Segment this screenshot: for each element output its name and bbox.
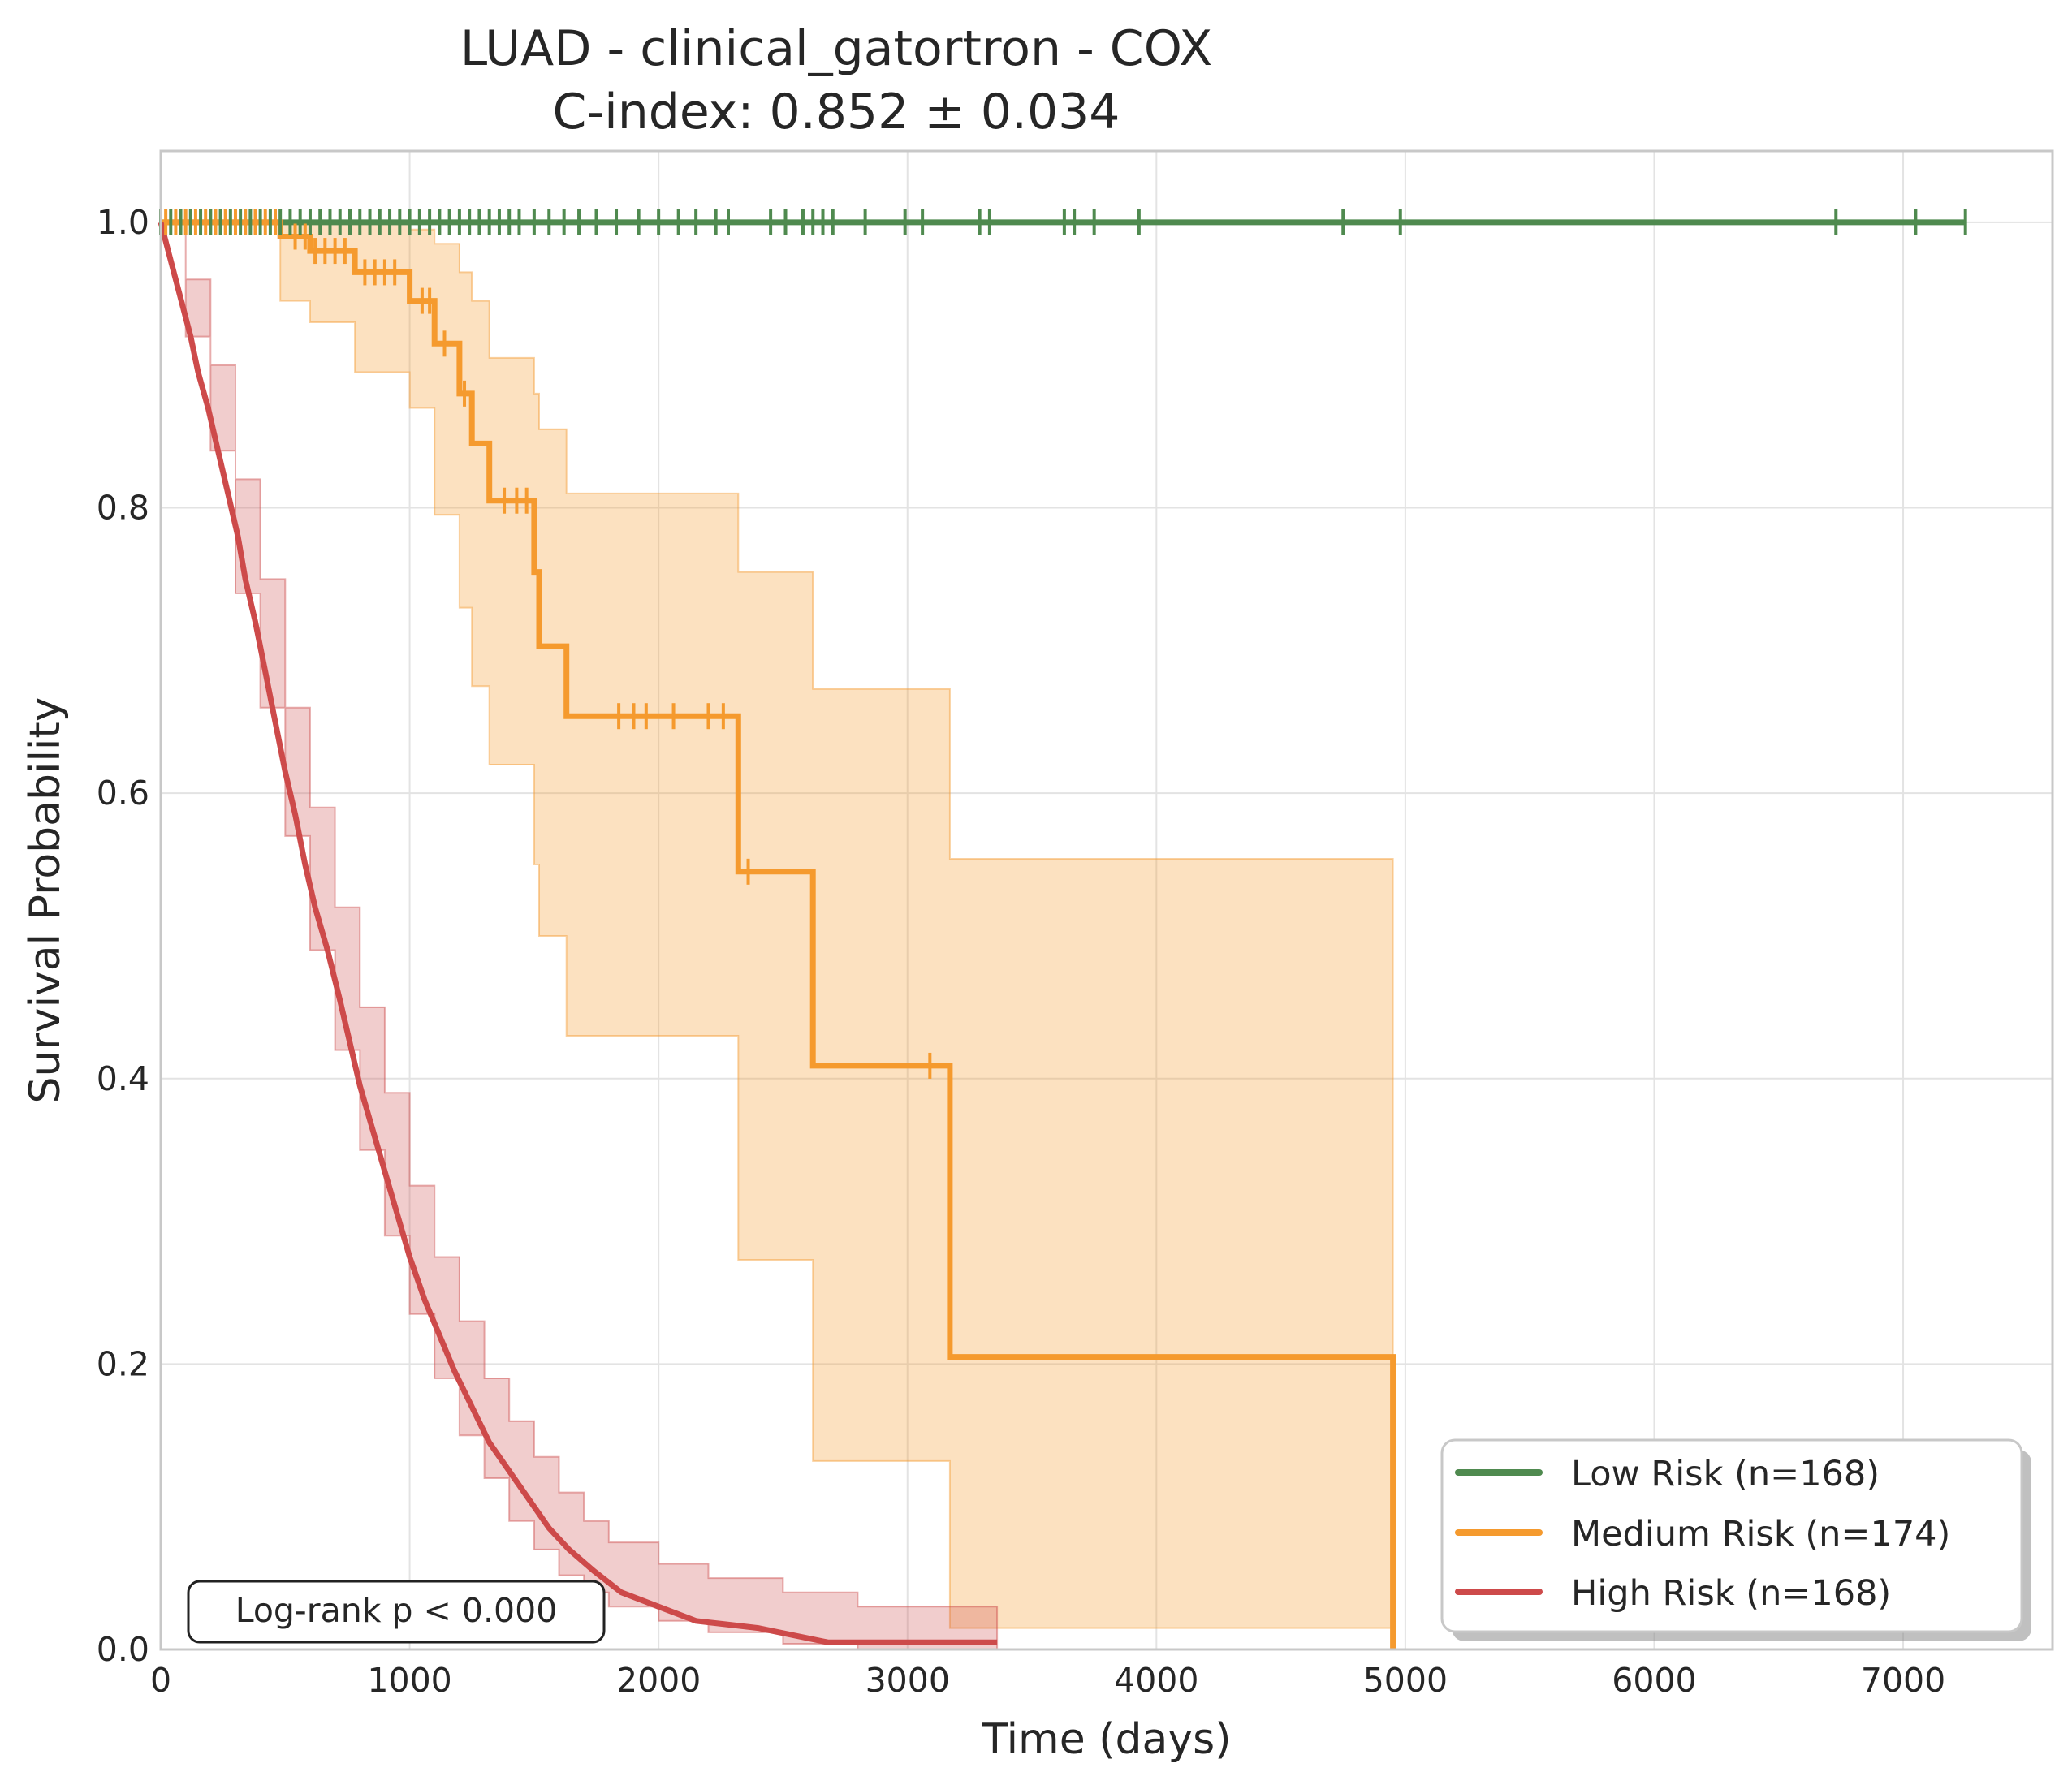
x-tick-label: 0 — [150, 1661, 171, 1700]
y-tick-label: 0.6 — [97, 774, 149, 813]
legend: Low Risk (n=168) Medium Risk (n=174) Hig… — [1440, 1438, 2031, 1641]
y-tick-label: 0.2 — [97, 1344, 149, 1383]
chart-title-line2: C-index: 0.852 ± 0.034 — [553, 84, 1120, 140]
grid-lines — [161, 151, 2053, 1649]
x-tick-label: 3000 — [865, 1661, 950, 1700]
annotation-text: Log-rank p < 0.000 — [235, 1591, 558, 1630]
y-axis-ticks: 0.0 0.2 0.4 0.6 0.8 1.0 — [97, 203, 149, 1669]
y-tick-label: 0.0 — [97, 1630, 149, 1669]
survival-curve-series-1 — [161, 219, 1396, 1649]
y-axis-label: Survival Probability — [21, 696, 70, 1103]
plot-frame — [159, 149, 2054, 1651]
x-tick-label: 7000 — [1861, 1661, 1945, 1700]
survival-curve-series-2 — [158, 222, 998, 1645]
censor-marks — [159, 209, 1967, 1079]
legend-label-low: Low Risk (n=168) — [1571, 1454, 1880, 1494]
x-tick-label: 2000 — [616, 1661, 701, 1700]
x-tick-label: 4000 — [1114, 1661, 1198, 1700]
y-tick-label: 0.4 — [97, 1059, 149, 1098]
y-tick-label: 0.8 — [97, 489, 149, 528]
x-axis-ticks: 0 1000 2000 3000 4000 5000 6000 7000 — [150, 1661, 1945, 1700]
chart-title-line1: LUAD - clinical_gatortron - COX — [460, 20, 1212, 77]
x-tick-label: 6000 — [1612, 1661, 1696, 1700]
y-tick-label: 1.0 — [97, 203, 149, 242]
x-axis-label: Time (days) — [981, 1715, 1231, 1764]
annotation-box — [187, 1580, 606, 1644]
legend-label-high: High Risk (n=168) — [1571, 1573, 1891, 1614]
ci-band-series-1 — [161, 221, 1394, 1629]
legend-label-medium: Medium Risk (n=174) — [1571, 1514, 1950, 1554]
x-tick-label: 5000 — [1363, 1661, 1448, 1700]
log-rank-annotation: Log-rank p < 0.000 — [187, 1580, 606, 1644]
legend-box — [1440, 1438, 2023, 1633]
x-tick-label: 1000 — [367, 1661, 451, 1700]
